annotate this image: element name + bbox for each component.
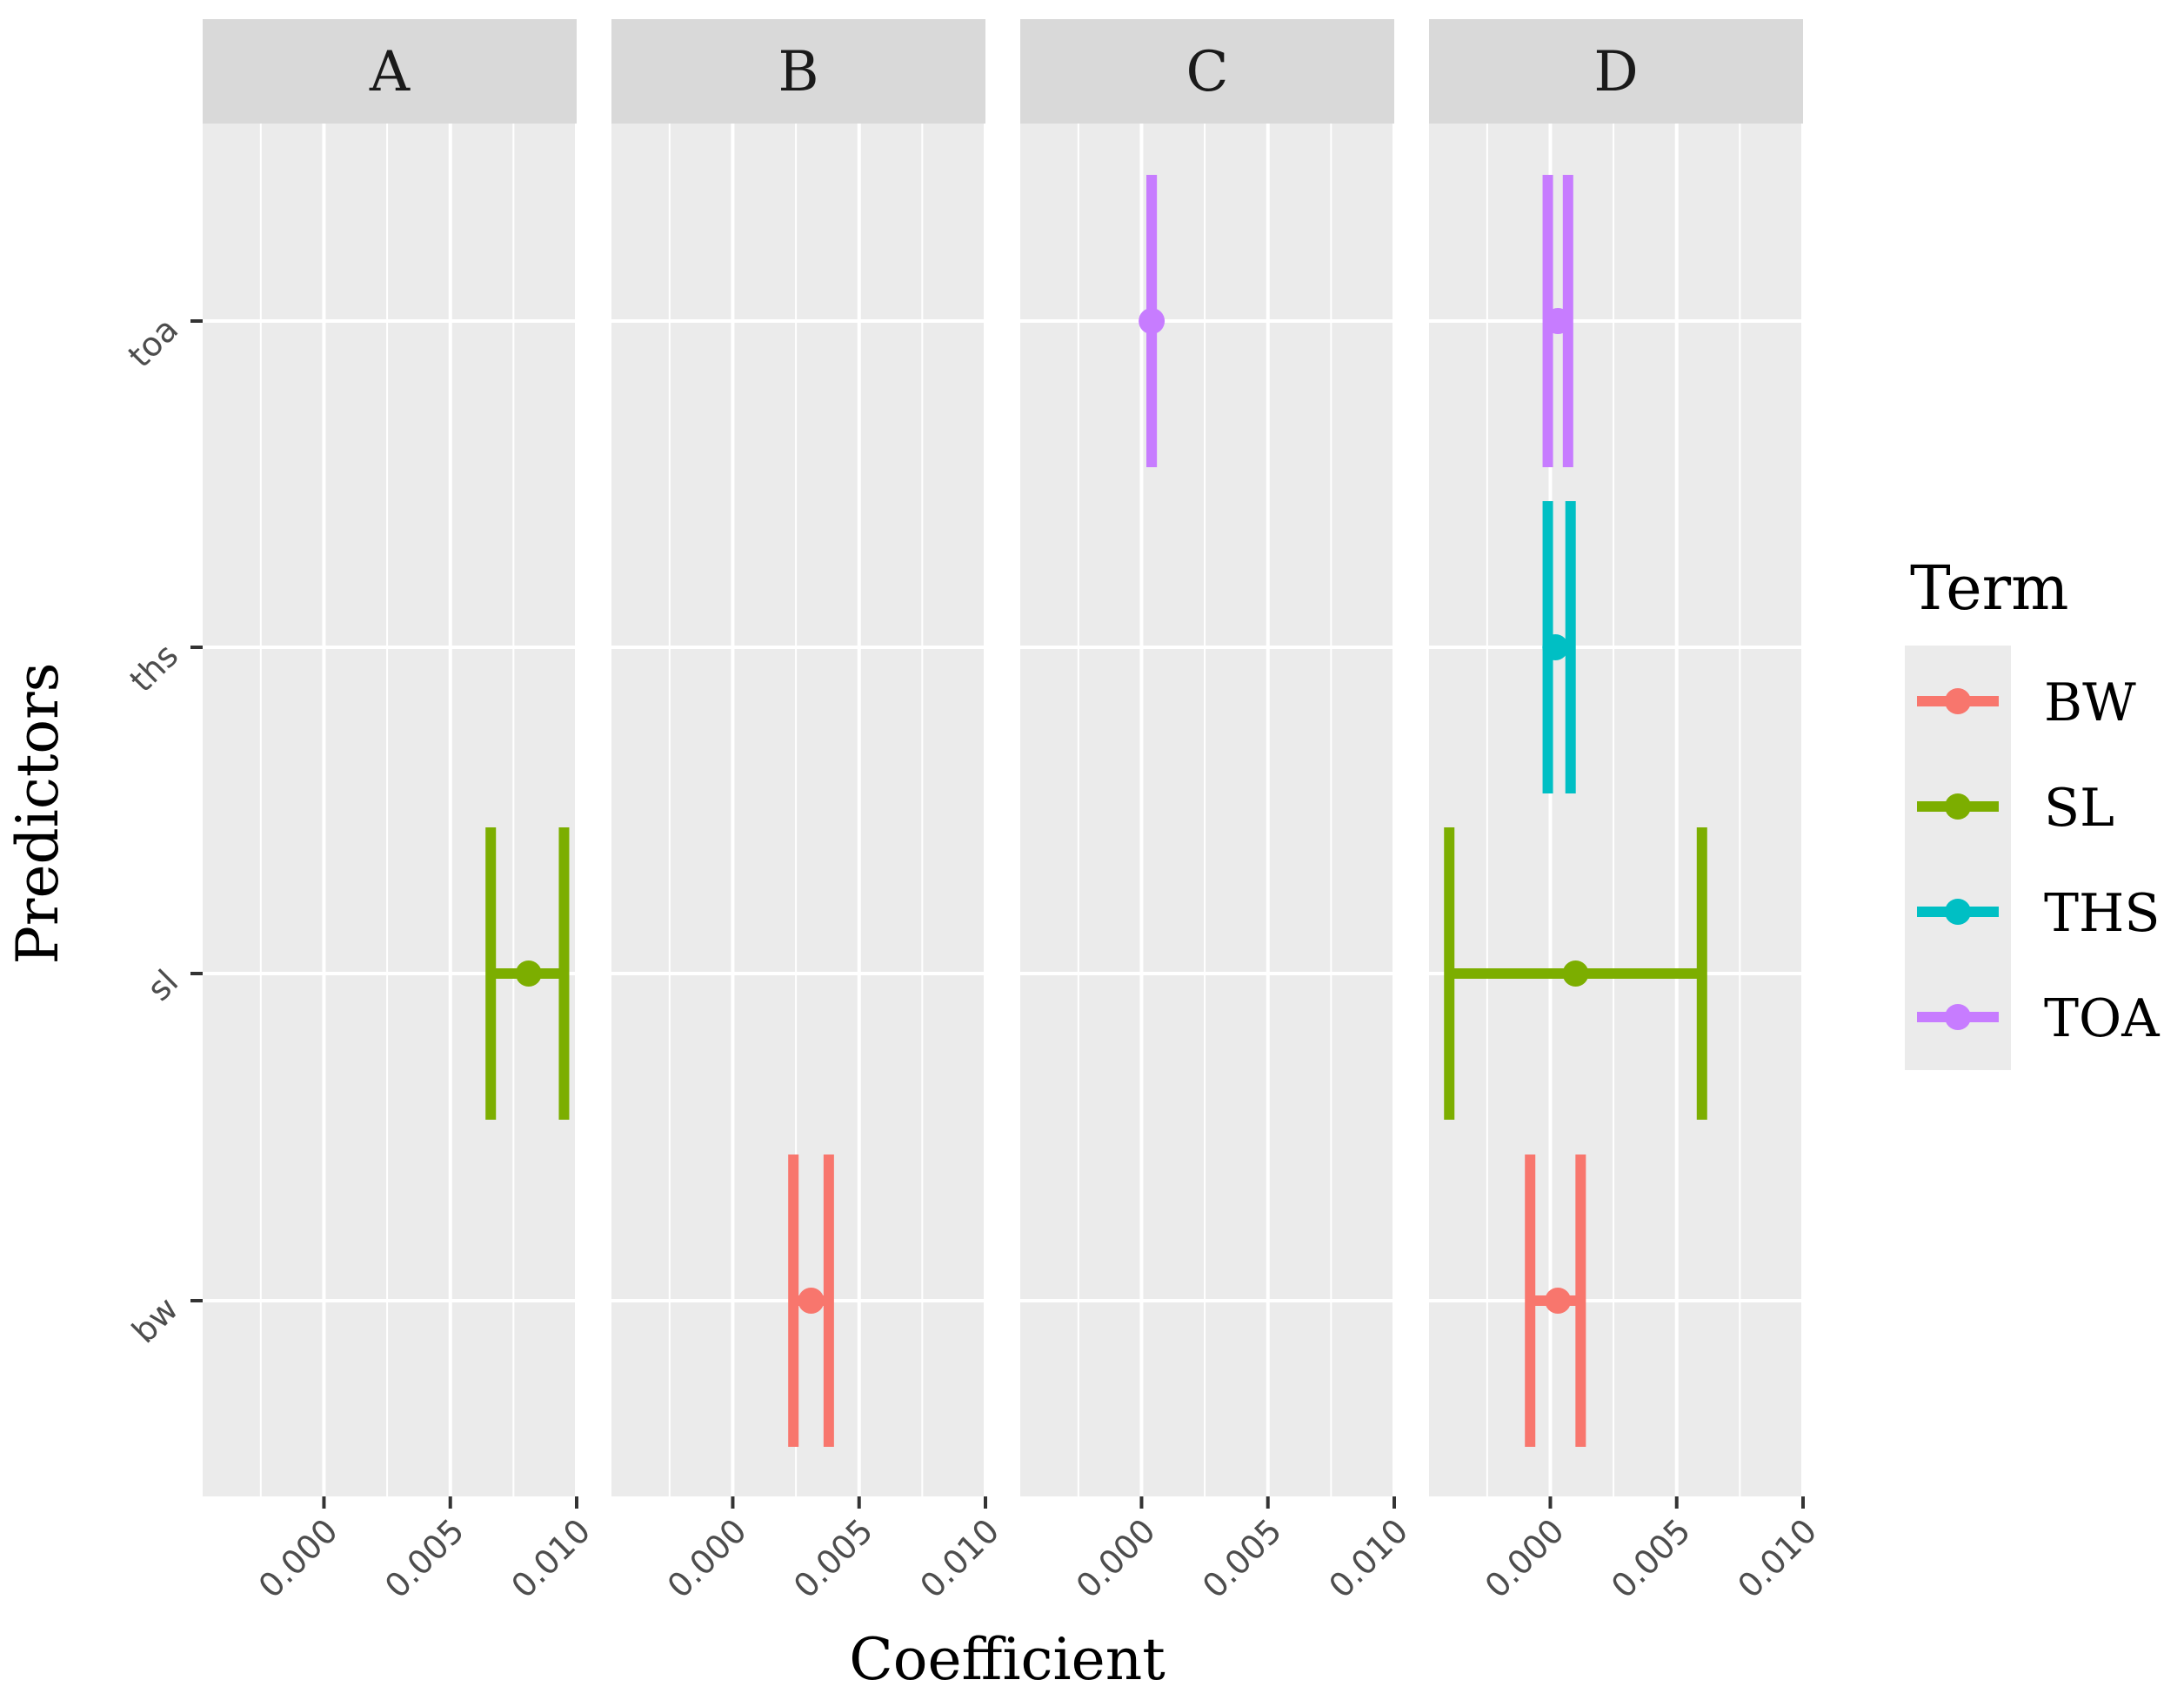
estimate-point [1545,1288,1571,1314]
facet-strip-label: D [1593,40,1638,104]
legend-item-label: BW [2044,673,2136,733]
legend-key-point [1945,793,1971,820]
legend: Term BW SL THS TOA [1905,552,2160,1070]
facet-strip-label: C [1186,40,1229,104]
estimate-point [1545,308,1571,334]
y-axis: bw sl ths toa [121,310,203,1350]
legend-key-point [1945,899,1971,925]
facet-strip-label: A [369,40,411,104]
legend-item-label: THS [2044,883,2160,944]
x-tick-label: 0.010 [912,1511,1006,1605]
y-tick-label: ths [123,636,186,699]
x-tick-label: 0.005 [1195,1511,1289,1605]
facet-panel-c: C 0.000 0.005 0.010 [1020,19,1415,1605]
x-tick-label: 0.000 [1069,1511,1163,1605]
y-axis-title: Predictors [4,662,71,964]
legend-item-label: SL [2044,778,2114,839]
legend-key-point [1945,688,1971,714]
facet-panel-d: D 0.000 0.005 0.010 [1429,19,1824,1605]
y-tick-label: bw [124,1289,185,1350]
x-tick-label: 0.005 [1604,1511,1698,1605]
x-tick-label: 0.000 [660,1511,754,1605]
estimate-point [798,1288,825,1314]
y-tick-label: sl [140,962,186,1008]
coefficient-facet-chart: A 0.000 0.005 0.010 B 0.000 0.005 0.010 C 0.000 0.… [0,0,2184,1700]
x-axis-title: Coefficient [849,1626,1165,1693]
estimate-point [1563,960,1589,987]
estimate-point [1139,308,1165,334]
panel-background [203,124,577,1496]
x-tick-label: 0.005 [786,1511,880,1605]
estimate-point [1542,634,1568,660]
x-tick-label: 0.005 [377,1511,471,1605]
y-tick-label: toa [121,310,186,375]
panel-background [1020,124,1394,1496]
x-tick-label: 0.000 [251,1511,345,1605]
facet-strip-label: B [778,40,818,104]
legend-title: Term [1910,552,2069,624]
x-tick-label: 0.000 [1478,1511,1572,1605]
legend-key-point [1945,1004,1971,1030]
legend-item-label: TOA [2044,988,2160,1049]
facet-panel-a: A 0.000 0.005 0.010 [203,19,598,1605]
x-tick-label: 0.010 [504,1511,598,1605]
facet-panels: A 0.000 0.005 0.010 B 0.000 0.005 0.010 C 0.000 0.… [203,19,1824,1605]
facet-panel-b: B 0.000 0.005 0.010 [611,19,1006,1605]
estimate-point [516,960,542,987]
x-tick-label: 0.010 [1321,1511,1415,1605]
panel-background [1429,124,1803,1496]
x-tick-label: 0.010 [1730,1511,1824,1605]
